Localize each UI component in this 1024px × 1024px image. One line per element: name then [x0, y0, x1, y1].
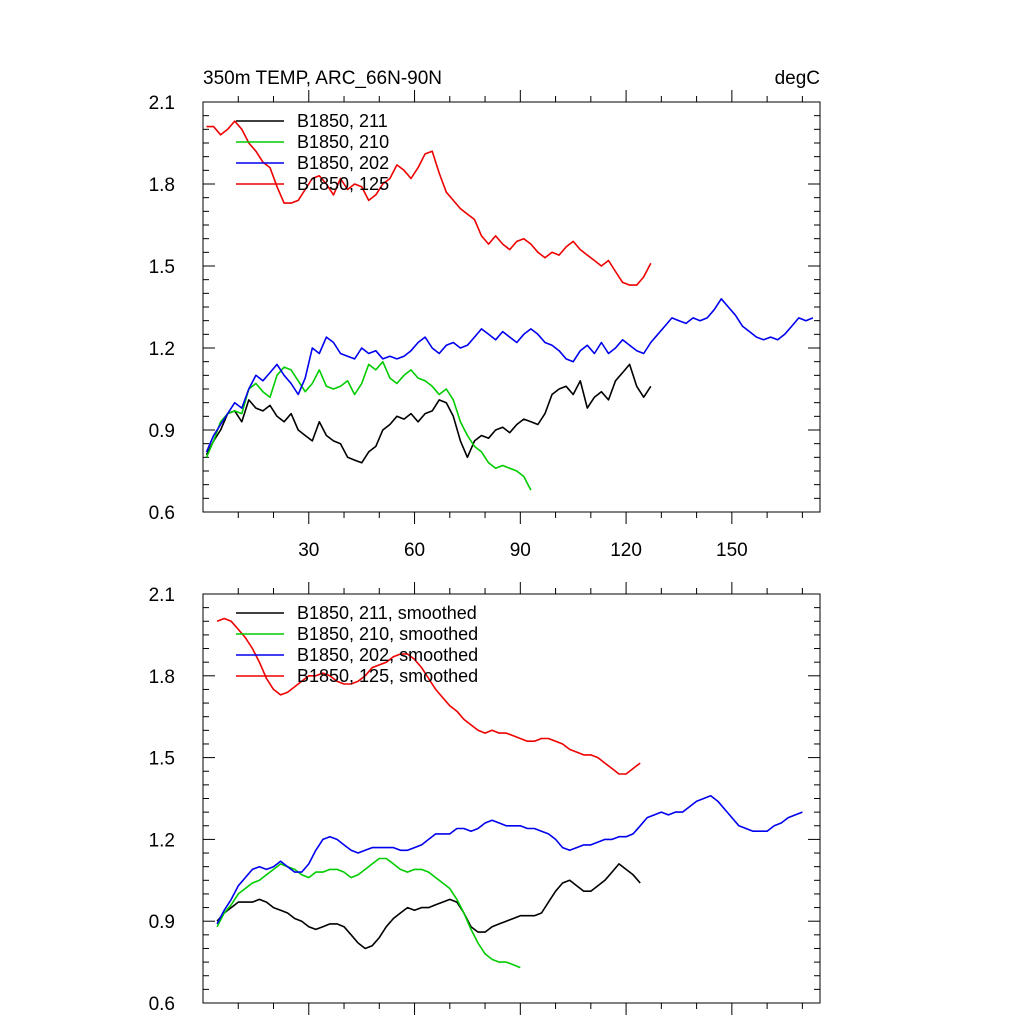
y-tick-label: 1.5 [149, 749, 175, 770]
plot-frame [202, 593, 821, 1004]
x-tick-label: 30 [298, 540, 319, 561]
y-tick-label: 1.2 [149, 830, 175, 851]
bottom-series [216, 617, 803, 969]
y-tick-label: 0.6 [149, 503, 175, 524]
x-tick-label: 90 [510, 540, 531, 561]
y-tick-label: 1.8 [149, 667, 175, 688]
series-line [206, 120, 652, 286]
legend-label: B1850, 211 [297, 111, 388, 131]
legend-label: B1850, 125 [297, 174, 389, 194]
top-panel: 350m TEMP, ARC_66N-90N degC 0.6 0.9 1.2 1.5… [149, 68, 821, 561]
x-tick-label: 60 [404, 540, 425, 561]
series-line [216, 857, 521, 969]
y-tick-label: 2.1 [149, 585, 175, 606]
y-tick-label: 0.6 [149, 994, 175, 1015]
y-tick-label: 0.9 [149, 912, 175, 933]
series-line [216, 617, 641, 775]
legend-label: B1850, 210, smoothed [297, 624, 478, 644]
series-line [205, 360, 532, 491]
y-tick-label: 1.5 [149, 257, 175, 278]
legend-label: B1850, 211, smoothed [297, 603, 477, 623]
x-tick-label: 150 [716, 540, 748, 561]
top-axes: 0.6 0.9 1.2 1.5 1.8 2.1 30 60 90 120 150 [149, 90, 821, 561]
series-line [205, 297, 814, 453]
y-tick-label: 1.8 [149, 175, 175, 196]
legend-label: B1850, 202 [297, 153, 389, 173]
legend-label: B1850, 202, smoothed [297, 645, 478, 665]
y-tick-label: 2.1 [149, 93, 175, 114]
bottom-panel: 0.60.91.21.51.82.1 B1850, 211, smoothedB… [149, 582, 821, 1015]
y-tick-label: 1.2 [149, 339, 175, 360]
series-line [216, 863, 641, 950]
legend-label: B1850, 210 [297, 132, 389, 152]
series-line [205, 363, 652, 464]
chart-title: 350m TEMP, ARC_66N-90N [203, 68, 442, 89]
series-line [216, 794, 803, 925]
units-label: degC [775, 68, 820, 89]
y-tick-label: 0.9 [149, 421, 175, 442]
bottom-axes: 0.6 0.9 1.2 1.5 1.8 2.1 [149, 582, 821, 1015]
x-tick-label: 120 [610, 540, 642, 561]
top-series [205, 120, 814, 491]
legend-label: B1850, 125, smoothed [297, 666, 478, 686]
